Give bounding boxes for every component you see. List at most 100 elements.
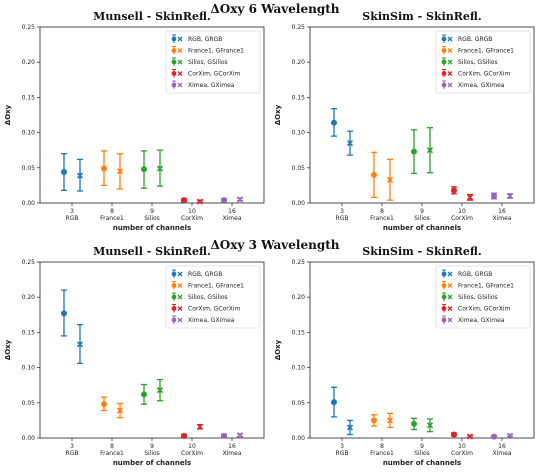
mean-marker-x xyxy=(466,433,474,440)
x-axis-label: number of channels xyxy=(383,224,461,232)
x-tick-sublabel: Ximea xyxy=(493,215,512,222)
legend-marker-x xyxy=(177,36,183,42)
chart-panel-3: Munsell - SkinRefl. 0.00 0.05 0.10 0.15 0.20 0… xyxy=(4,245,265,467)
mean-marker-x xyxy=(386,417,394,424)
errorbar-point xyxy=(141,383,147,405)
mean-marker-circle xyxy=(451,187,457,194)
mean-marker-x xyxy=(466,194,474,201)
legend-marker-circle xyxy=(171,283,177,288)
mean-marker-circle xyxy=(141,166,147,173)
legend-marker-circle xyxy=(441,59,447,65)
legend-marker-x xyxy=(447,294,453,300)
errorbar-point xyxy=(346,419,354,436)
y-axis-label: ΔOxy xyxy=(4,339,12,360)
legend-marker-circle xyxy=(171,36,177,42)
legend-marker-circle xyxy=(171,59,177,65)
y-tick-label: 0.00 xyxy=(22,200,36,207)
legend-label: Ximea, GXimea xyxy=(188,82,235,89)
errorbar-point xyxy=(196,423,204,430)
legend-label: Silios, GSilios xyxy=(188,294,228,301)
mean-marker-circle xyxy=(61,169,67,176)
x-tick-sublabel: Silios xyxy=(144,450,160,457)
legend-label: Ximea, GXimea xyxy=(458,317,505,324)
legend-box xyxy=(165,30,261,94)
legend-marker-circle xyxy=(171,48,177,53)
y-tick-label: 0.25 xyxy=(22,24,36,31)
x-tick-label: 10 xyxy=(188,208,196,215)
x-tick-sublabel: CorXim xyxy=(451,450,473,457)
legend-entry: Ximea, GXimea xyxy=(441,315,505,324)
x-tick-label: 9 xyxy=(150,208,154,215)
legend-entry: CorXim, GCorXim xyxy=(441,69,511,78)
y-axis-label: ΔOxy xyxy=(4,104,12,125)
panel-title: SkinSim - SkinRefl. xyxy=(362,10,481,23)
mean-marker-x xyxy=(116,407,124,414)
y-tick-label: 0.00 xyxy=(22,435,36,442)
legend-marker-x xyxy=(177,306,183,311)
legend-marker-circle xyxy=(441,82,447,88)
legend-entry: CorXim, GCorXim xyxy=(171,69,241,78)
chart-panel-1: Munsell - SkinRefl. 0.00 0.05 0.10 0.15 0.20 0… xyxy=(4,10,265,232)
legend-marker-x xyxy=(447,36,453,42)
errorbar-point xyxy=(386,158,394,201)
legend-entry: Silios, GSilios xyxy=(441,57,498,66)
mean-marker-x xyxy=(116,168,124,175)
legend-label: RGB, GRGB xyxy=(188,36,222,43)
legend-label: CorXim, GCorXim xyxy=(188,306,241,313)
legend-marker-x xyxy=(177,283,183,288)
y-tick-label: 0.15 xyxy=(22,94,36,101)
x-tick-label: 10 xyxy=(458,208,466,215)
errorbar-point xyxy=(116,153,124,190)
panel-title: Munsell - SkinRefl. xyxy=(93,10,211,23)
errorbar-point xyxy=(491,192,497,200)
mean-marker-x xyxy=(156,165,164,172)
legend-entry: Silios, GSilios xyxy=(441,292,498,301)
errorbar-point xyxy=(221,197,227,204)
mean-marker-circle xyxy=(491,433,497,440)
mean-marker-x xyxy=(346,424,354,431)
errorbar-point xyxy=(76,158,84,192)
legend-entry: Ximea, GXimea xyxy=(171,80,235,89)
errorbar-point xyxy=(101,150,107,187)
mean-marker-circle xyxy=(181,432,187,439)
mean-marker-circle xyxy=(451,431,457,438)
legend-marker-x xyxy=(447,283,453,288)
mean-marker-x xyxy=(506,192,514,200)
errorbar-point xyxy=(426,418,434,433)
legend-marker-circle xyxy=(441,36,447,42)
legend-marker-circle xyxy=(171,306,177,311)
legend-marker-x xyxy=(177,294,183,300)
legend-label: France1, GFrance1 xyxy=(458,283,514,290)
errorbar-point xyxy=(371,151,377,199)
legend-box xyxy=(165,265,261,329)
x-tick-sublabel: Ximea xyxy=(493,450,512,457)
y-tick-label: 0.25 xyxy=(22,259,36,266)
mean-marker-x xyxy=(386,176,394,183)
errorbar-point xyxy=(236,196,244,203)
x-tick-sublabel: CorXim xyxy=(181,450,203,457)
legend-marker-x xyxy=(177,59,183,65)
legend-marker-circle xyxy=(441,71,447,76)
x-tick-label: 16 xyxy=(228,208,236,215)
legend-marker-circle xyxy=(171,71,177,76)
legend-label: RGB, GRGB xyxy=(458,271,492,278)
legend-entry: RGB, GRGB xyxy=(171,269,222,278)
legend-label: France1, GFrance1 xyxy=(188,48,244,55)
y-tick-label: 0.10 xyxy=(292,130,306,137)
y-tick-label: 0.15 xyxy=(22,329,36,336)
legend-label: CorXim, GCorXim xyxy=(458,71,511,78)
legend-label: RGB, GRGB xyxy=(188,271,222,278)
legend-marker-circle xyxy=(171,82,177,88)
x-tick-label: 3 xyxy=(70,208,74,215)
mean-marker-x xyxy=(426,422,434,429)
x-tick-label: 3 xyxy=(340,443,344,450)
errorbar-point xyxy=(411,417,417,431)
legend-marker-x xyxy=(447,306,453,311)
x-tick-sublabel: RGB xyxy=(336,215,349,222)
legend-marker-circle xyxy=(171,317,177,323)
legend-marker-x xyxy=(177,317,183,323)
legend-box xyxy=(435,265,531,329)
errorbar-point xyxy=(386,412,394,429)
